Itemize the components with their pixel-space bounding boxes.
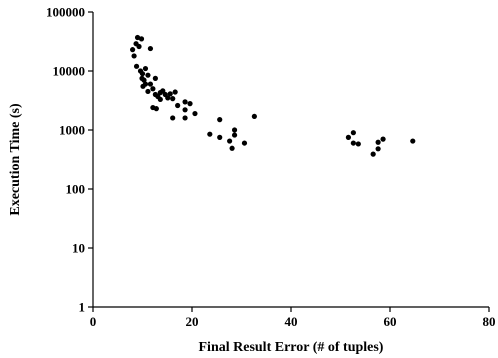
x-axis-title: Final Result Error (# of tuples) bbox=[199, 340, 384, 355]
data-point bbox=[217, 134, 223, 140]
data-point bbox=[375, 139, 381, 145]
data-point bbox=[229, 145, 235, 151]
x-tick-label: 80 bbox=[483, 314, 496, 329]
y-tick-label: 1 bbox=[79, 300, 86, 315]
data-point bbox=[142, 65, 149, 72]
data-point bbox=[136, 43, 142, 50]
data-point bbox=[182, 115, 188, 121]
data-point bbox=[380, 136, 386, 142]
data-point bbox=[147, 81, 154, 87]
data-point bbox=[167, 91, 173, 97]
data-point bbox=[130, 47, 136, 53]
data-point bbox=[227, 138, 233, 144]
data-point bbox=[153, 106, 159, 112]
data-point bbox=[241, 140, 248, 146]
data-point bbox=[187, 101, 193, 107]
data-points bbox=[130, 34, 416, 157]
data-point bbox=[165, 95, 171, 101]
y-tick-label: 10000 bbox=[53, 64, 86, 79]
data-point bbox=[131, 53, 137, 59]
data-point bbox=[147, 45, 154, 52]
data-point bbox=[231, 132, 238, 138]
data-point bbox=[355, 141, 361, 147]
y-tick-label: 100000 bbox=[46, 5, 85, 20]
data-point bbox=[207, 131, 213, 137]
data-point bbox=[140, 83, 146, 89]
data-point bbox=[182, 99, 188, 105]
data-point bbox=[375, 146, 381, 152]
data-point bbox=[231, 127, 238, 133]
y-tick-label: 1000 bbox=[59, 123, 85, 138]
axes bbox=[92, 12, 489, 308]
x-tick-label: 60 bbox=[384, 314, 397, 329]
x-ticks: 0 20 40 60 80 bbox=[90, 307, 496, 329]
x-tick-label: 40 bbox=[285, 314, 298, 329]
y-axis-title: Execution Time (s) bbox=[8, 103, 23, 216]
data-point bbox=[139, 75, 145, 81]
data-point bbox=[150, 86, 156, 92]
x-tick-label: 0 bbox=[90, 314, 97, 329]
data-point bbox=[145, 72, 151, 78]
y-ticks: 1 10 100 1000 10000 100000 bbox=[46, 5, 93, 315]
data-point bbox=[251, 113, 257, 120]
data-point bbox=[175, 102, 181, 109]
data-point bbox=[217, 117, 223, 123]
y-tick-label: 100 bbox=[66, 182, 86, 197]
data-point bbox=[157, 96, 163, 103]
y-tick-label: 10 bbox=[72, 241, 85, 256]
x-tick-label: 20 bbox=[186, 314, 199, 329]
data-point bbox=[134, 34, 141, 41]
data-point bbox=[152, 75, 158, 81]
data-point bbox=[350, 130, 356, 136]
data-point bbox=[350, 140, 356, 146]
data-point bbox=[172, 89, 178, 95]
data-point bbox=[410, 138, 416, 144]
data-point bbox=[139, 71, 146, 77]
data-point bbox=[192, 110, 198, 117]
data-point bbox=[145, 88, 151, 95]
data-point bbox=[345, 134, 352, 140]
data-point bbox=[138, 36, 145, 42]
data-point bbox=[370, 151, 376, 157]
data-point bbox=[182, 107, 188, 113]
data-point bbox=[170, 115, 176, 121]
data-point bbox=[133, 63, 140, 69]
data-point bbox=[170, 96, 176, 102]
